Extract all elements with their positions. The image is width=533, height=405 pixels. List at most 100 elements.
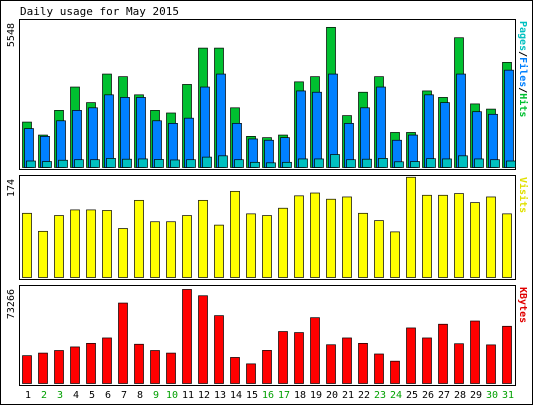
bar-kbytes-day-15: [246, 363, 256, 384]
bar-kbytes-day-8: [134, 343, 144, 384]
day-label-20: 20: [326, 390, 338, 401]
day-label-12: 12: [198, 390, 210, 401]
bar-pages-day-9: [154, 159, 164, 168]
y-axis-max-label: 174: [6, 179, 17, 197]
visits-panel: 174 Visits: [6, 175, 529, 280]
day-label-5: 5: [89, 390, 95, 401]
day-label-1: 1: [25, 390, 31, 401]
bar-visits-day-10: [166, 221, 176, 278]
bar-files-day-28: [456, 73, 466, 168]
bar-files-day-6: [104, 94, 114, 168]
bar-kbytes-day-14: [230, 357, 240, 384]
bar-files-day-5: [88, 107, 98, 168]
bar-pages-day-6: [106, 158, 116, 168]
bar-visits-day-18: [294, 195, 304, 278]
day-label-27: 27: [438, 390, 450, 401]
bar-visits-day-8: [134, 199, 144, 278]
bar-files-day-26: [424, 94, 434, 168]
bar-visits-day-3: [54, 215, 64, 278]
day-label-16: 16: [262, 390, 274, 401]
bar-visits-day-9: [150, 221, 160, 278]
bar-files-day-13: [216, 73, 226, 168]
bar-kbytes-day-16: [262, 350, 272, 384]
bar-kbytes-day-17: [278, 331, 288, 384]
bar-kbytes-day-23: [374, 353, 384, 384]
bar-kbytes-day-5: [86, 342, 96, 384]
bar-files-day-22: [360, 107, 370, 168]
bar-visits-day-16: [262, 215, 272, 278]
day-label-22: 22: [358, 390, 370, 401]
bar-kbytes-day-25: [406, 327, 416, 384]
bar-visits-day-14: [230, 190, 240, 278]
bar-pages-day-24: [394, 161, 404, 168]
day-label-15: 15: [246, 390, 258, 401]
day-label-26: 26: [422, 390, 434, 401]
bar-pages-day-27: [442, 158, 452, 168]
day-label-10: 10: [166, 390, 178, 401]
bar-visits-day-6: [102, 210, 112, 278]
day-label-21: 21: [342, 390, 354, 401]
day-label-3: 3: [57, 390, 63, 401]
day-label-23: 23: [374, 390, 386, 401]
bar-files-day-7: [120, 97, 130, 168]
bar-files-day-27: [440, 102, 450, 168]
bar-visits-day-2: [38, 230, 48, 278]
bar-visits-day-4: [70, 209, 80, 278]
bar-kbytes-day-1: [22, 355, 32, 384]
bar-kbytes-day-21: [342, 337, 352, 384]
hits-files-pages-panel: 5548 Pages/Files/Hits: [6, 19, 529, 170]
bar-kbytes-day-7: [118, 302, 128, 384]
bar-visits-day-23: [374, 220, 384, 278]
bar-kbytes-day-29: [470, 320, 480, 384]
bar-visits-day-30: [486, 196, 496, 278]
legend-part: /: [517, 87, 528, 93]
bar-visits-day-22: [358, 212, 368, 278]
day-label-7: 7: [121, 390, 127, 401]
legend-part: Files: [517, 57, 529, 87]
bar-files-day-18: [296, 90, 306, 168]
bar-kbytes-day-6: [102, 337, 112, 384]
bar-kbytes-day-11: [182, 289, 192, 384]
bar-visits-day-29: [470, 202, 480, 278]
bar-files-day-20: [328, 73, 338, 168]
bar-visits-day-7: [118, 228, 128, 278]
bar-kbytes-day-12: [198, 295, 208, 384]
bar-visits-day-11: [182, 215, 192, 278]
bar-pages-day-20: [330, 154, 340, 168]
legend-part: Visits: [517, 177, 529, 213]
bar-kbytes-day-22: [358, 342, 368, 384]
bar-visits-day-21: [342, 196, 352, 278]
bar-visits-day-15: [246, 213, 256, 278]
legend-part: /: [517, 51, 528, 57]
day-label-14: 14: [230, 390, 242, 401]
bar-kbytes-day-10: [166, 352, 176, 384]
bar-pages-day-28: [458, 155, 468, 168]
bar-pages-day-19: [314, 158, 324, 168]
bar-visits-day-19: [310, 192, 320, 278]
bar-pages-day-31: [506, 160, 516, 168]
bar-files-day-23: [376, 86, 386, 168]
bar-pages-day-5: [90, 159, 100, 168]
bar-pages-day-29: [474, 158, 484, 168]
bar-pages-day-3: [58, 159, 68, 168]
bar-kbytes-day-9: [150, 350, 160, 384]
bar-visits-day-12: [198, 199, 208, 278]
day-label-2: 2: [41, 390, 47, 401]
bar-pages-day-23: [378, 158, 388, 168]
bar-visits-day-1: [22, 212, 32, 278]
bar-visits-day-26: [422, 194, 432, 278]
bar-kbytes-day-28: [454, 343, 464, 384]
day-label-25: 25: [406, 390, 418, 401]
series-legend-label: KBytes: [517, 287, 528, 323]
bar-kbytes-day-13: [214, 315, 224, 384]
bar-pages-day-13: [218, 155, 228, 168]
bar-pages-day-11: [186, 159, 196, 168]
bar-visits-day-17: [278, 207, 288, 278]
day-label-11: 11: [182, 390, 194, 401]
legend-part: Pages: [517, 21, 528, 51]
bar-kbytes-day-24: [390, 360, 400, 384]
bar-pages-day-10: [170, 159, 180, 168]
bar-kbytes-day-30: [486, 344, 496, 384]
series-legend-label: Visits: [517, 177, 529, 213]
bar-files-day-8: [136, 97, 146, 168]
